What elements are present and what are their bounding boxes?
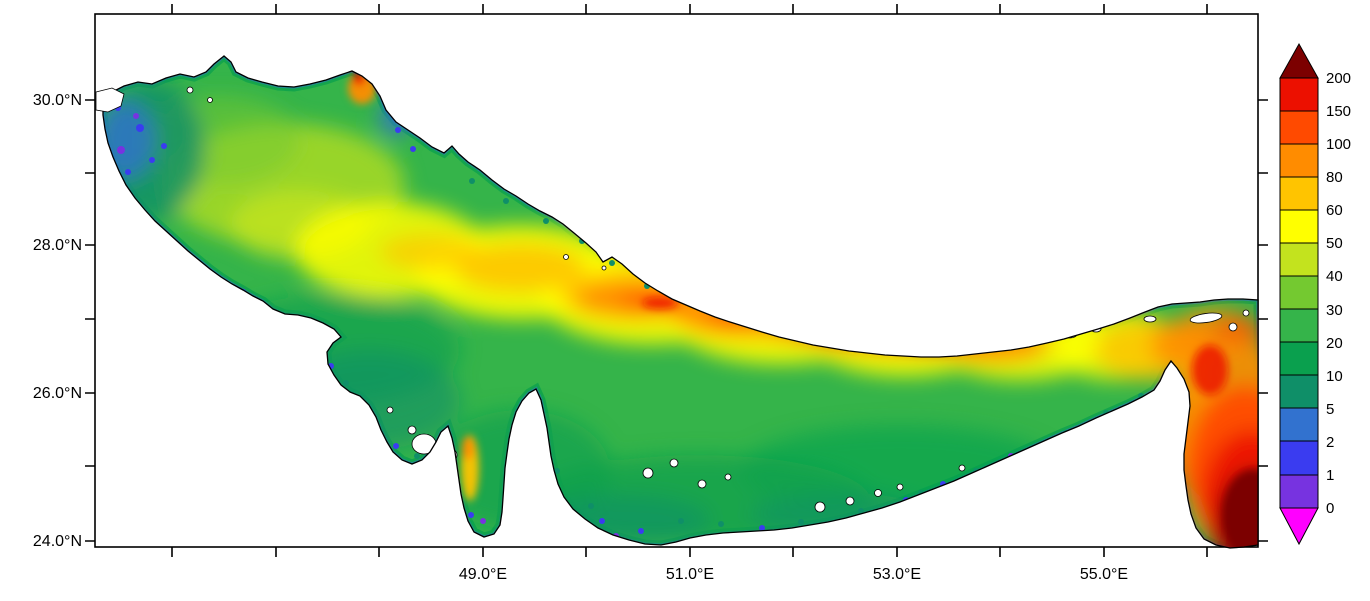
- x-axis-labels: 49.0°E 51.0°E 53.0°E 55.0°E: [459, 566, 1128, 583]
- colorbar-cell: [1279, 275, 1319, 310]
- island: [407, 425, 417, 435]
- colorbar-tick-label: 30: [1326, 302, 1343, 319]
- island: [365, 415, 375, 425]
- colorbar-tick-label: 60: [1326, 202, 1343, 219]
- colorbar-labels: 200 150 100 80 60 50 40 30 20 10 5 2 1 0: [1326, 70, 1351, 517]
- colorbar-tick-label: 5: [1326, 401, 1334, 418]
- colorbar-cell: [1279, 474, 1319, 509]
- colorbar-cell: [1279, 341, 1319, 376]
- colorbar-cell: [1279, 110, 1319, 145]
- lat-tick-label: 24.0°N: [33, 533, 82, 550]
- x-axis-ticks-bottom: [171, 547, 1208, 557]
- colorbar-cell: [1279, 308, 1319, 343]
- island: [814, 501, 826, 513]
- colorbar-cell: [1279, 143, 1319, 178]
- lat-tick-label: 30.0°N: [33, 92, 82, 109]
- y-axis-labels: 30.0°N 28.0°N 26.0°N 24.0°N: [33, 92, 82, 550]
- colorbar-cell: [1279, 407, 1319, 442]
- colorbar: 200 150 100 80 60 50 40 30 20 10 5 2 1 0: [1279, 42, 1351, 546]
- island: [697, 479, 707, 489]
- island-qeshm: [1189, 312, 1223, 324]
- lat-tick-label: 28.0°N: [33, 237, 82, 254]
- colorbar-cell: [1279, 242, 1319, 277]
- island: [1228, 322, 1238, 332]
- island: [845, 496, 855, 506]
- island: [642, 467, 654, 479]
- island: [958, 464, 966, 472]
- island: [563, 254, 569, 260]
- colorbar-cell: [1279, 77, 1319, 112]
- plot-frame: [85, 4, 1268, 557]
- colorbar-tick-label: 80: [1326, 169, 1343, 186]
- lon-tick-label: 51.0°E: [666, 566, 714, 583]
- colorbar-under-arrow: [1279, 507, 1319, 546]
- colorbar-tick-label: 2: [1326, 434, 1334, 451]
- island: [874, 489, 882, 497]
- colorbar-tick-label: 20: [1326, 335, 1343, 352]
- x-axis-ticks-top: [171, 4, 1208, 14]
- island: [896, 483, 904, 491]
- island: [724, 473, 732, 481]
- island: [411, 433, 437, 455]
- colorbar-cell: [1279, 440, 1319, 476]
- colorbar-cell: [1279, 209, 1319, 244]
- lat-tick-label: 26.0°N: [33, 385, 82, 402]
- island: [207, 97, 213, 103]
- colorbar-tick-label: 1: [1326, 467, 1334, 484]
- island: [669, 458, 679, 468]
- colorbar-tick-label: 200: [1326, 70, 1351, 87]
- colorbar-tick-label: 150: [1326, 103, 1351, 120]
- colorbar-tick-label: 40: [1326, 268, 1343, 285]
- lon-tick-label: 49.0°E: [459, 566, 507, 583]
- colorbar-tick-label: 0: [1326, 500, 1334, 517]
- island: [601, 265, 607, 271]
- colorbar-over-arrow: [1279, 42, 1319, 79]
- colorbar-cell: [1279, 176, 1319, 211]
- lon-tick-label: 55.0°E: [1080, 566, 1128, 583]
- island: [386, 406, 394, 414]
- colorbar-tick-label: 100: [1326, 136, 1351, 153]
- lon-tick-label: 53.0°E: [873, 566, 921, 583]
- plot-border: [94, 13, 1259, 548]
- colorbar-tick-label: 50: [1326, 235, 1343, 252]
- colorbar-tick-label: 10: [1326, 368, 1343, 385]
- gulf-field: [103, 56, 1258, 548]
- field-soft-blobs: [103, 80, 1258, 548]
- island: [1033, 326, 1047, 334]
- island: [1143, 315, 1157, 323]
- colorbar-cell: [1279, 374, 1319, 409]
- island: [1242, 309, 1250, 317]
- y-axis-ticks-right: [1258, 99, 1268, 542]
- kuwait-bay-landmask: [95, 87, 125, 113]
- y-axis-ticks-left: [85, 99, 95, 542]
- island: [186, 86, 194, 94]
